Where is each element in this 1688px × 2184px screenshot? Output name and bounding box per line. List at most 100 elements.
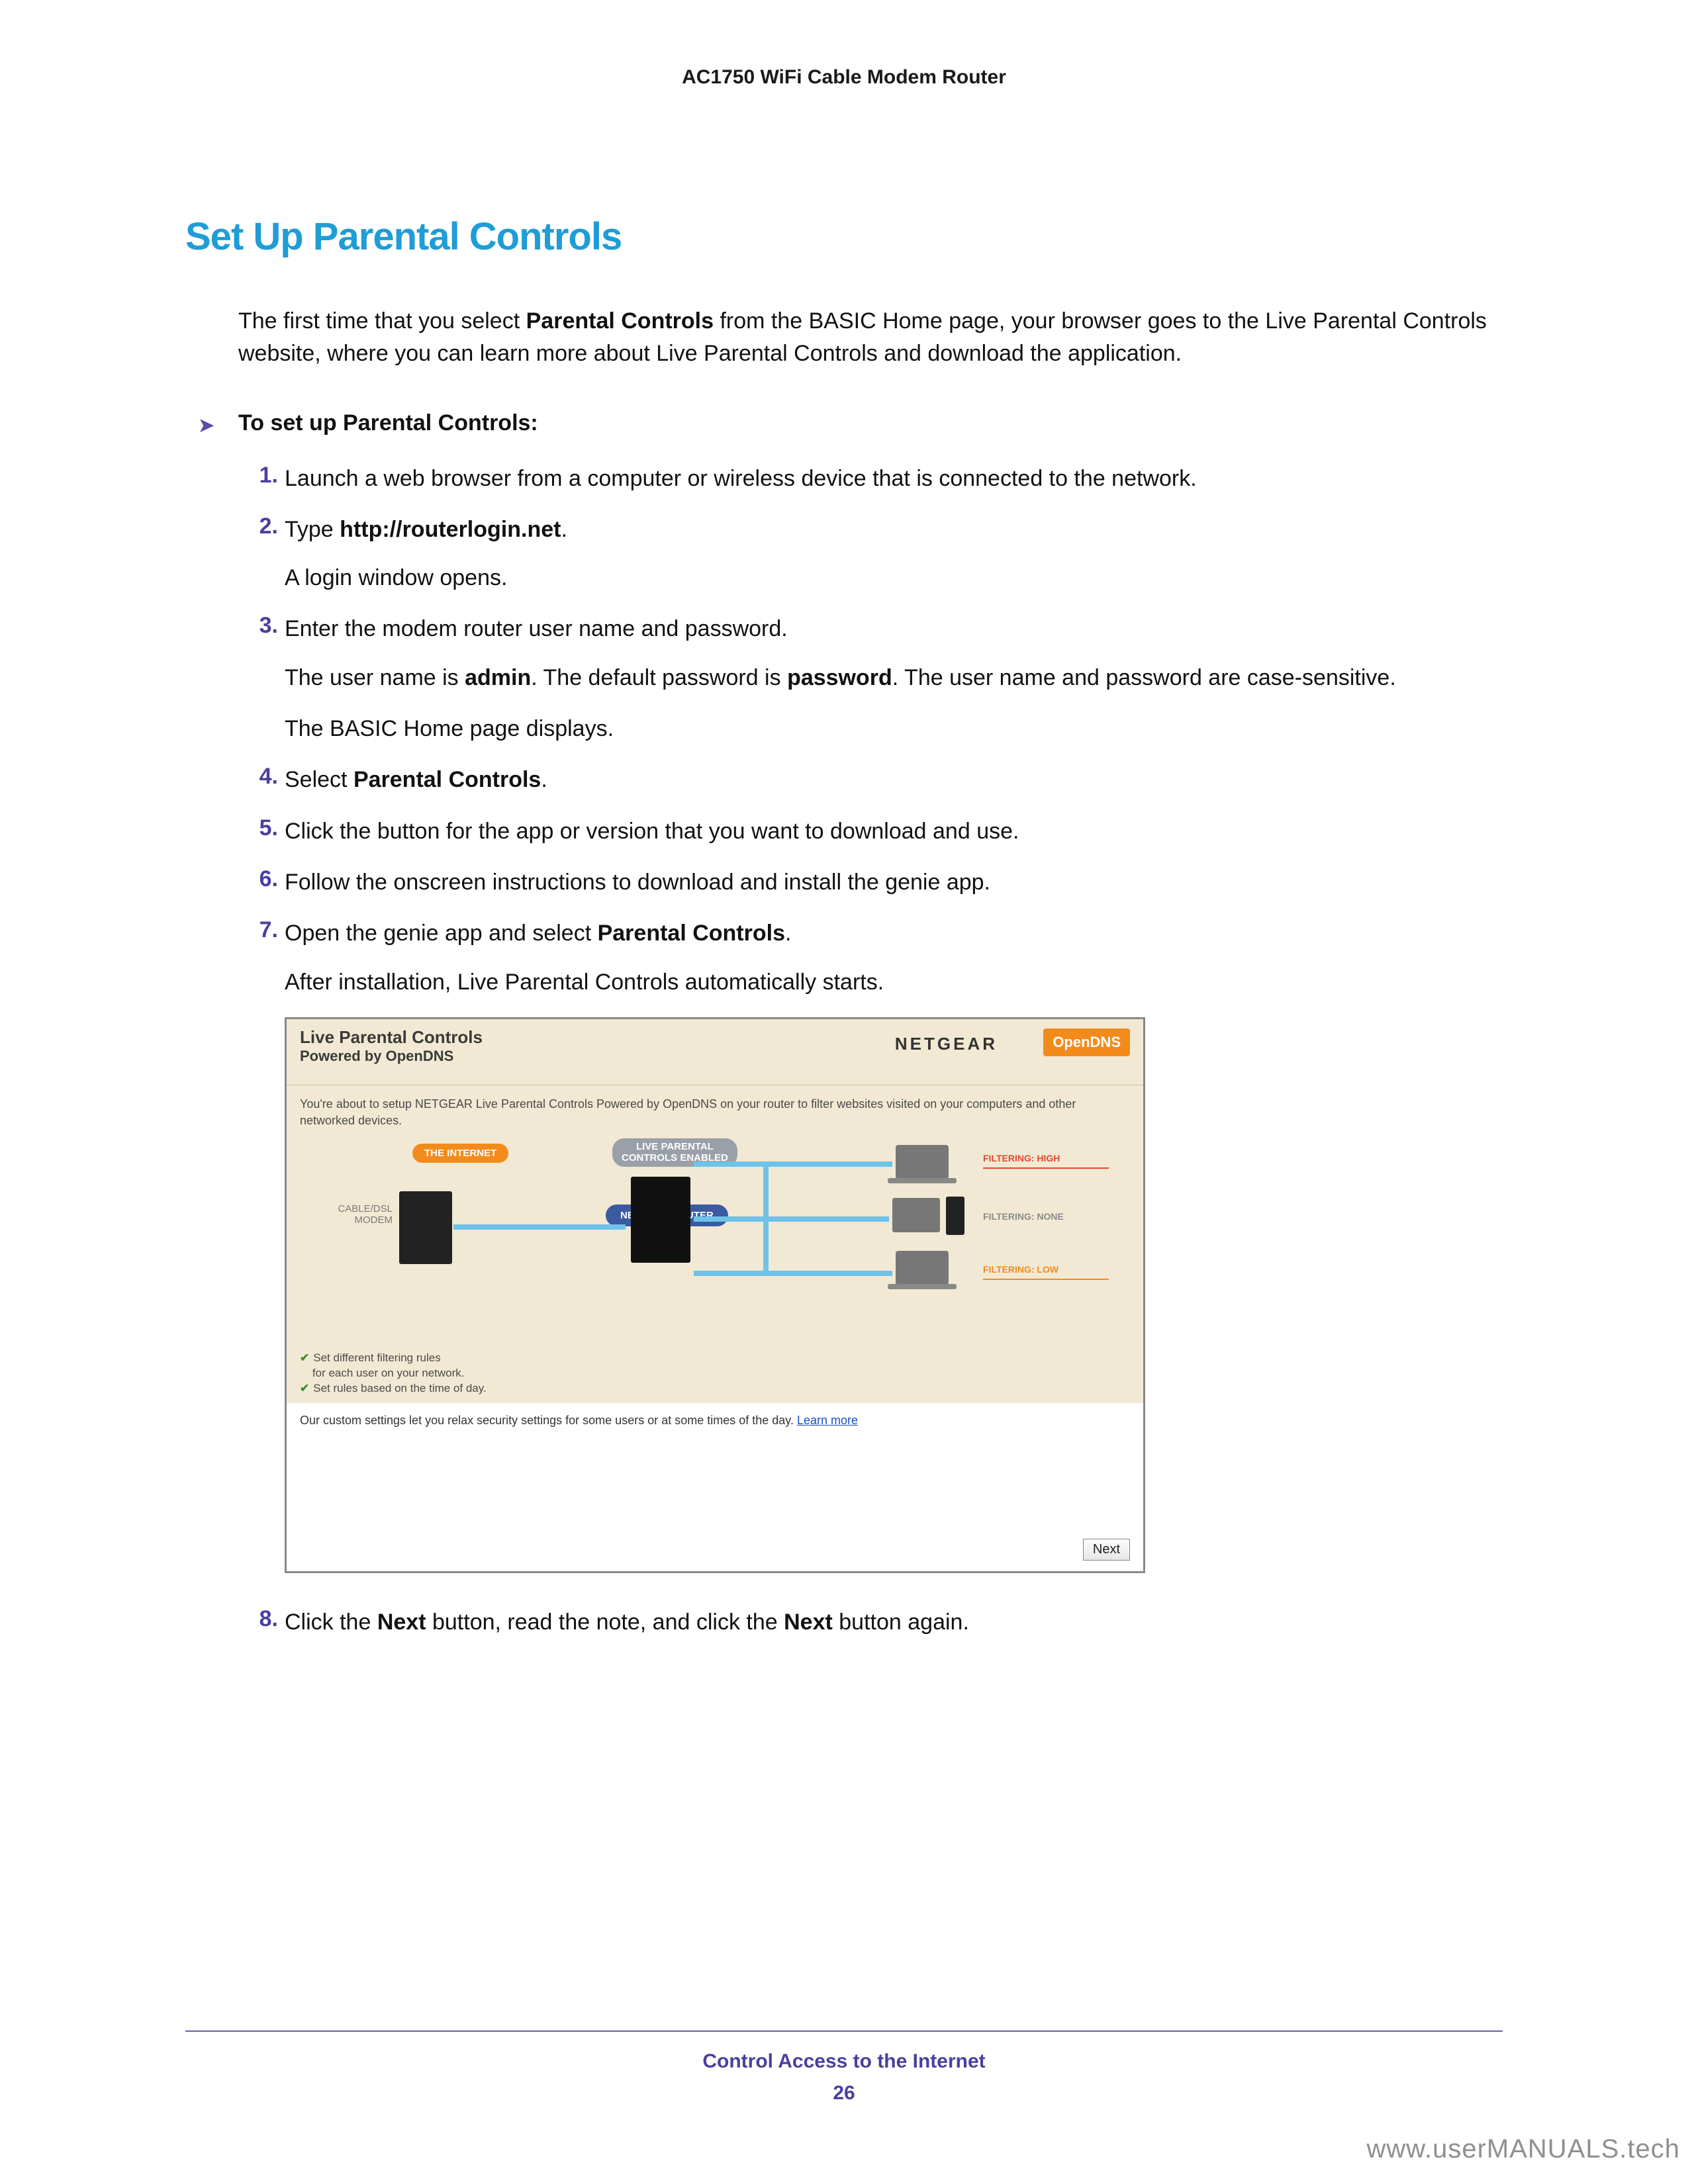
lpc-lower-note: Our custom settings let you relax securi… — [287, 1403, 1143, 1438]
arrow-bullet-icon: ➤ — [199, 414, 214, 436]
laptop-base-icon — [888, 1178, 957, 1183]
filtering-none-label: FILTERING: NONE — [983, 1211, 1064, 1222]
step-number: 5. — [238, 815, 278, 841]
txt: button again. — [833, 1610, 969, 1635]
filtering-high-underline — [983, 1167, 1109, 1169]
intro-bold: Parental Controls — [526, 308, 714, 334]
steps-list-continued: 8. Click the Next button, read the note,… — [285, 1606, 1503, 1639]
router-icon — [631, 1177, 690, 1263]
step-text: Enter the modem router user name and pas… — [285, 613, 1503, 645]
step-number: 4. — [238, 764, 278, 790]
step-number: 6. — [238, 866, 278, 892]
procedure-label: To set up Parental Controls: — [238, 410, 538, 435]
txt: Select — [285, 767, 353, 792]
step-4: 4. Select Parental Controls. — [285, 764, 1503, 796]
feature-bullets: ✔ Set different filtering rules for each … — [300, 1351, 487, 1396]
txt: The user name is — [285, 665, 465, 690]
txt: for each user on your network. — [312, 1367, 465, 1379]
label-modem: CABLE/DSL MODEM — [320, 1203, 393, 1226]
bold: Parental Controls — [598, 921, 785, 946]
step-2: 2. Type http://routerlogin.net. A login … — [285, 514, 1503, 595]
bold: Next — [784, 1610, 833, 1635]
bold: Next — [377, 1610, 426, 1635]
lpc-description: You're about to setup NETGEAR Live Paren… — [300, 1096, 1130, 1129]
bullet-item: ✔ Set different filtering rules for each … — [300, 1351, 487, 1381]
txt: Our custom settings let you relax securi… — [300, 1414, 797, 1427]
check-icon: ✔ — [300, 1351, 309, 1364]
filtering-low-label: FILTERING: LOW — [983, 1264, 1058, 1275]
step-sub: After installation, Live Parental Contro… — [285, 966, 1503, 999]
steps-list: 1. Launch a web browser from a computer … — [285, 463, 1503, 999]
txt: . The user name and password are case-se… — [892, 665, 1396, 690]
intro-paragraph: The first time that you select Parental … — [238, 305, 1503, 371]
footer-page-number: 26 — [0, 2082, 1688, 2105]
next-button[interactable]: Next — [1083, 1539, 1130, 1561]
txt: Click the — [285, 1610, 377, 1635]
step-text: Click the Next button, read the note, an… — [285, 1606, 1503, 1639]
step-number: 2. — [238, 514, 278, 539]
step-sub: The user name is admin. The default pass… — [285, 662, 1503, 694]
step-number: 8. — [238, 1606, 278, 1632]
step-number: 1. — [238, 463, 278, 488]
lpc-subtitle: Powered by OpenDNS — [300, 1048, 1130, 1065]
connection-line — [694, 1271, 892, 1276]
txt: Set rules based on the time of day. — [313, 1382, 486, 1394]
section-title: Set Up Parental Controls — [185, 214, 1503, 259]
txt: . — [541, 767, 547, 792]
step-sub: A login window opens. — [285, 562, 1503, 594]
document-header: AC1750 WiFi Cable Modem Router — [185, 66, 1503, 89]
watermark: www.userMANUALS.tech — [1367, 2134, 1680, 2164]
step-text: Click the button for the app or version … — [285, 815, 1503, 848]
txt: Type — [285, 517, 340, 542]
bold: Parental Controls — [353, 767, 541, 792]
network-diagram: THE INTERNET LIVE PARENTAL CONTROLS ENAB… — [300, 1138, 1130, 1297]
lpc-body: You're about to setup NETGEAR Live Paren… — [287, 1085, 1143, 1403]
txt: . — [785, 921, 791, 946]
txt: MODEM — [355, 1214, 393, 1226]
modem-icon — [399, 1191, 452, 1264]
lpc-title: Live Parental Controls — [300, 1027, 1130, 1048]
embedded-screenshot: Live Parental Controls Powered by OpenDN… — [285, 1017, 1503, 1573]
laptop-icon — [896, 1251, 949, 1284]
username-bold: admin — [465, 665, 531, 690]
lpc-header: Live Parental Controls Powered by OpenDN… — [287, 1019, 1143, 1085]
step-text: Type http://routerlogin.net. — [285, 514, 1503, 546]
pc-tower-icon — [946, 1197, 964, 1235]
txt: . — [561, 517, 567, 542]
connection-line — [694, 1161, 892, 1167]
filtering-high-label: FILTERING: HIGH — [983, 1153, 1060, 1163]
step-sub: The BASIC Home page displays. — [285, 713, 1503, 745]
txt: . The default password is — [531, 665, 787, 690]
step-text: Follow the onscreen instructions to down… — [285, 866, 1503, 899]
pill-internet: THE INTERNET — [412, 1144, 508, 1163]
footer-section-title: Control Access to the Internet — [0, 2050, 1688, 2073]
step-text: Launch a web browser from a computer or … — [285, 463, 1503, 495]
step-8: 8. Click the Next button, read the note,… — [285, 1606, 1503, 1639]
txt: Set different filtering rules — [313, 1351, 440, 1364]
connection-line — [694, 1216, 889, 1222]
step-6: 6. Follow the onscreen instructions to d… — [285, 866, 1503, 899]
step-number: 7. — [238, 917, 278, 943]
step-1: 1. Launch a web browser from a computer … — [285, 463, 1503, 495]
procedure-heading: ➤ To set up Parental Controls: — [238, 410, 1503, 436]
footer-rule — [185, 2030, 1503, 2032]
intro-pre: The first time that you select — [238, 308, 526, 334]
txt: CABLE/DSL — [338, 1203, 393, 1214]
step-text: Open the genie app and select Parental C… — [285, 917, 1503, 950]
laptop-icon — [896, 1145, 949, 1178]
txt: LIVE PARENTAL — [636, 1141, 714, 1152]
monitor-icon — [892, 1198, 940, 1232]
step-3: 3. Enter the modem router user name and … — [285, 613, 1503, 745]
check-icon: ✔ — [300, 1382, 309, 1394]
txt: Open the genie app and select — [285, 921, 598, 946]
learn-more-link[interactable]: Learn more — [797, 1414, 858, 1427]
filtering-low-underline — [983, 1279, 1109, 1280]
connection-line — [453, 1224, 626, 1230]
netgear-logo: NETGEAR — [895, 1034, 998, 1054]
bullet-item: ✔ Set rules based on the time of day. — [300, 1381, 487, 1396]
step-5: 5. Click the button for the app or versi… — [285, 815, 1503, 848]
step-number: 3. — [238, 613, 278, 639]
step-7: 7. Open the genie app and select Parenta… — [285, 917, 1503, 999]
url-bold: http://routerlogin.net — [340, 517, 561, 542]
step-text: Select Parental Controls. — [285, 764, 1503, 796]
